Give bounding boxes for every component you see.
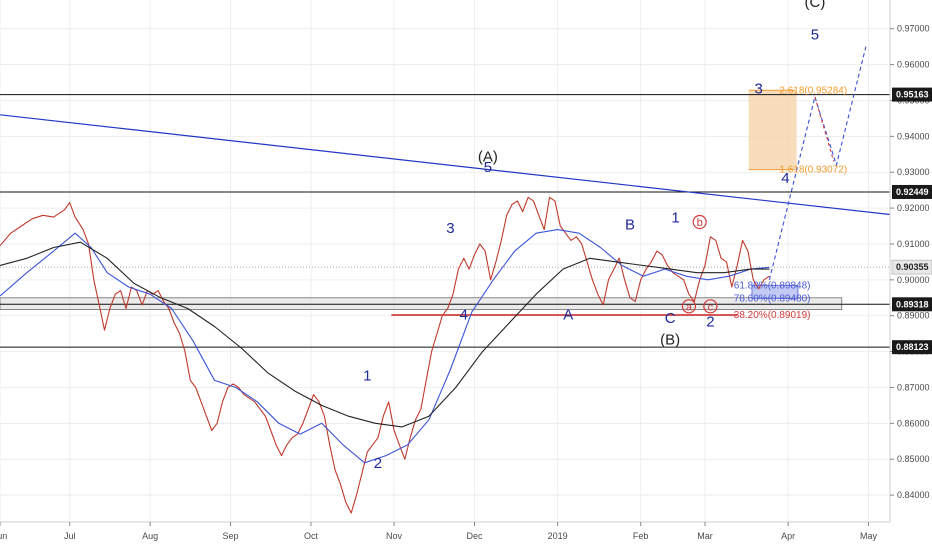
y-tick-label: 0.85000 [897,454,930,464]
fib-label: 38.20%(0.89019) [734,310,811,321]
x-tick-label: Sep [223,531,239,541]
circled-wave-text: c [708,301,714,313]
wave-label: 2 [706,313,714,330]
price-line [0,196,770,514]
y-tick-label: 0.89000 [897,311,930,321]
retracement-box [751,284,799,299]
y-tick-label: 0.84000 [897,490,930,500]
wave-circle [703,299,718,314]
resistance-trendline [0,114,891,216]
x-tick-label: Nov [386,531,403,541]
wave-label: 1 [363,367,371,384]
support-zone [0,297,843,311]
level-tag-bg [892,87,932,102]
y-tick-label: 0.87000 [897,382,930,392]
level-tag-bg [892,340,932,355]
wave-label: (C) [805,0,826,11]
wave-label: C [665,310,676,327]
circled-wave-label: a [681,299,697,314]
y-tick-label: 0.86000 [897,418,930,428]
level-tag: 0.89318 [896,299,929,309]
x-tick-label: Jul [64,531,76,541]
wave-label: 3 [754,80,762,97]
ma-slow-line [0,241,770,428]
wave-label: B [625,217,635,234]
y-tick-label: 0.92000 [897,203,930,213]
wave-circle [681,299,697,314]
y-tick-label: 0.93000 [897,167,930,177]
x-tick-label: Oct [304,531,319,541]
level-tag-bg [892,297,932,312]
level-tag: 0.95163 [896,90,929,100]
wave-circle [692,214,707,230]
circled-wave-label: c [703,299,718,314]
wave-label: 2 [374,455,382,472]
wave-label: 3 [446,220,454,237]
y-tick-label: 0.96000 [897,60,930,70]
wave-label: 4 [460,306,468,323]
y-tick-label: 0.94000 [897,131,930,141]
x-tick-label: Jun [0,531,7,541]
x-tick-label: 2019 [548,531,568,541]
circled-wave-label: b [692,214,707,230]
circled-wave-text: b [697,217,703,229]
y-tick-label: 0.91000 [897,239,930,249]
level-tag: 0.88123 [896,342,929,352]
x-tick-label: Mar [697,531,713,541]
fib-label: 61.80%(0.89848) [734,280,811,291]
fib-target-box [748,90,797,170]
fib-label: 2.618(0.95284) [779,85,847,96]
wave-label: 5 [484,159,492,176]
level-tag-bg [892,184,932,199]
wave-projection [768,46,867,280]
wave-projection-alt [814,96,835,162]
wave-label: (A) [478,148,498,165]
x-tick-label: Feb [633,531,649,541]
x-tick-label: Dec [466,531,483,541]
wave-label: 1 [671,209,679,226]
x-tick-label: May [860,531,878,541]
level-tag: 0.92449 [896,187,929,197]
fib-label: 1.618(0.93072) [779,165,847,176]
x-tick-label: Aug [142,531,158,541]
wave-label: 4 [781,170,789,187]
wave-label: 5 [811,26,819,43]
wave-label: A [563,306,573,323]
wave-label: (B) [660,331,680,348]
grid-lines [0,0,890,522]
y-tick-label: 0.97000 [897,24,930,34]
current-price-tag-bg [891,259,932,275]
current-price-tag: 0.90355 [896,262,929,272]
ma-fast-line [0,229,770,464]
y-tick-label: 0.90000 [897,275,930,285]
circled-wave-text: a [686,301,693,313]
fib-label: 78.60%(0.89480) [734,293,811,304]
x-tick-label: Apr [781,531,795,541]
